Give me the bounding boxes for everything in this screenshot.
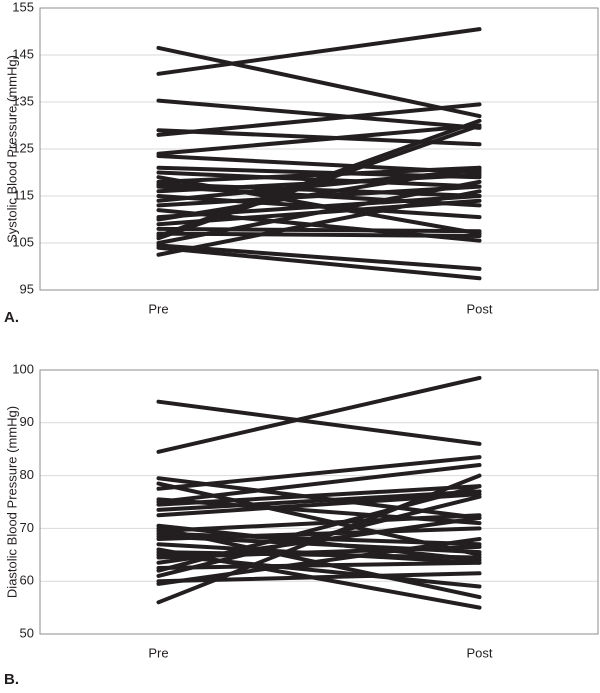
subject-line [156, 179, 482, 245]
subject-line [156, 494, 482, 578]
y-tick-label: 95 [20, 281, 34, 296]
subject-line [156, 484, 482, 573]
subject-line [156, 194, 482, 220]
subject-line [156, 27, 482, 76]
y-axis-label: Diastolic Blood Pressure (mmHg) [4, 406, 19, 598]
subject-line [156, 245, 482, 281]
subject-line [156, 375, 482, 454]
y-tick-label: 125 [12, 140, 34, 155]
x-tick-label: Pre [148, 645, 168, 660]
x-tick-label: Pre [148, 301, 168, 316]
subject-line [156, 102, 482, 137]
y-tick-label: 115 [13, 187, 34, 202]
plot-frame [39, 369, 599, 635]
subject-line [156, 552, 482, 589]
panel-label: B. [4, 671, 19, 688]
y-tick-label: 60 [20, 573, 34, 588]
subject-line [156, 484, 482, 507]
plot-frame [39, 7, 599, 291]
subject-line [156, 489, 482, 512]
subject-line [156, 123, 482, 241]
subject-line [156, 399, 482, 446]
subject-line [156, 463, 482, 504]
subject-line [156, 123, 482, 156]
subject-line [156, 550, 482, 560]
subject-line [156, 184, 482, 208]
subject-line [156, 473, 482, 605]
subject-line [156, 243, 482, 271]
subject-line [156, 455, 482, 491]
subject-line [156, 226, 482, 234]
y-tick-label: 80 [20, 467, 34, 482]
subject-line [156, 536, 482, 586]
subject-line [156, 98, 482, 130]
y-axis-label: Systolic Blood Pressure (mmHg) [4, 55, 19, 243]
subject-line [156, 118, 482, 238]
subject-line [156, 526, 482, 541]
x-tick-label: Post [466, 301, 492, 316]
y-tick-label: 155 [12, 0, 34, 14]
panel-label: A. [4, 309, 19, 326]
y-tick-label: 135 [12, 93, 34, 108]
subject-line [156, 165, 482, 184]
y-tick-label: 105 [12, 234, 34, 249]
y-tick-label: 100 [12, 361, 34, 376]
y-tick-label: 145 [12, 46, 34, 61]
y-tick-label: 50 [20, 625, 34, 640]
subject-line [156, 165, 482, 222]
y-tick-label: 70 [20, 520, 34, 535]
subject-line [156, 189, 482, 257]
y-tick-label: 90 [20, 414, 34, 429]
subject-line [156, 560, 482, 570]
subject-line [156, 45, 482, 119]
subject-line [156, 513, 482, 534]
x-tick-label: Post [466, 645, 492, 660]
